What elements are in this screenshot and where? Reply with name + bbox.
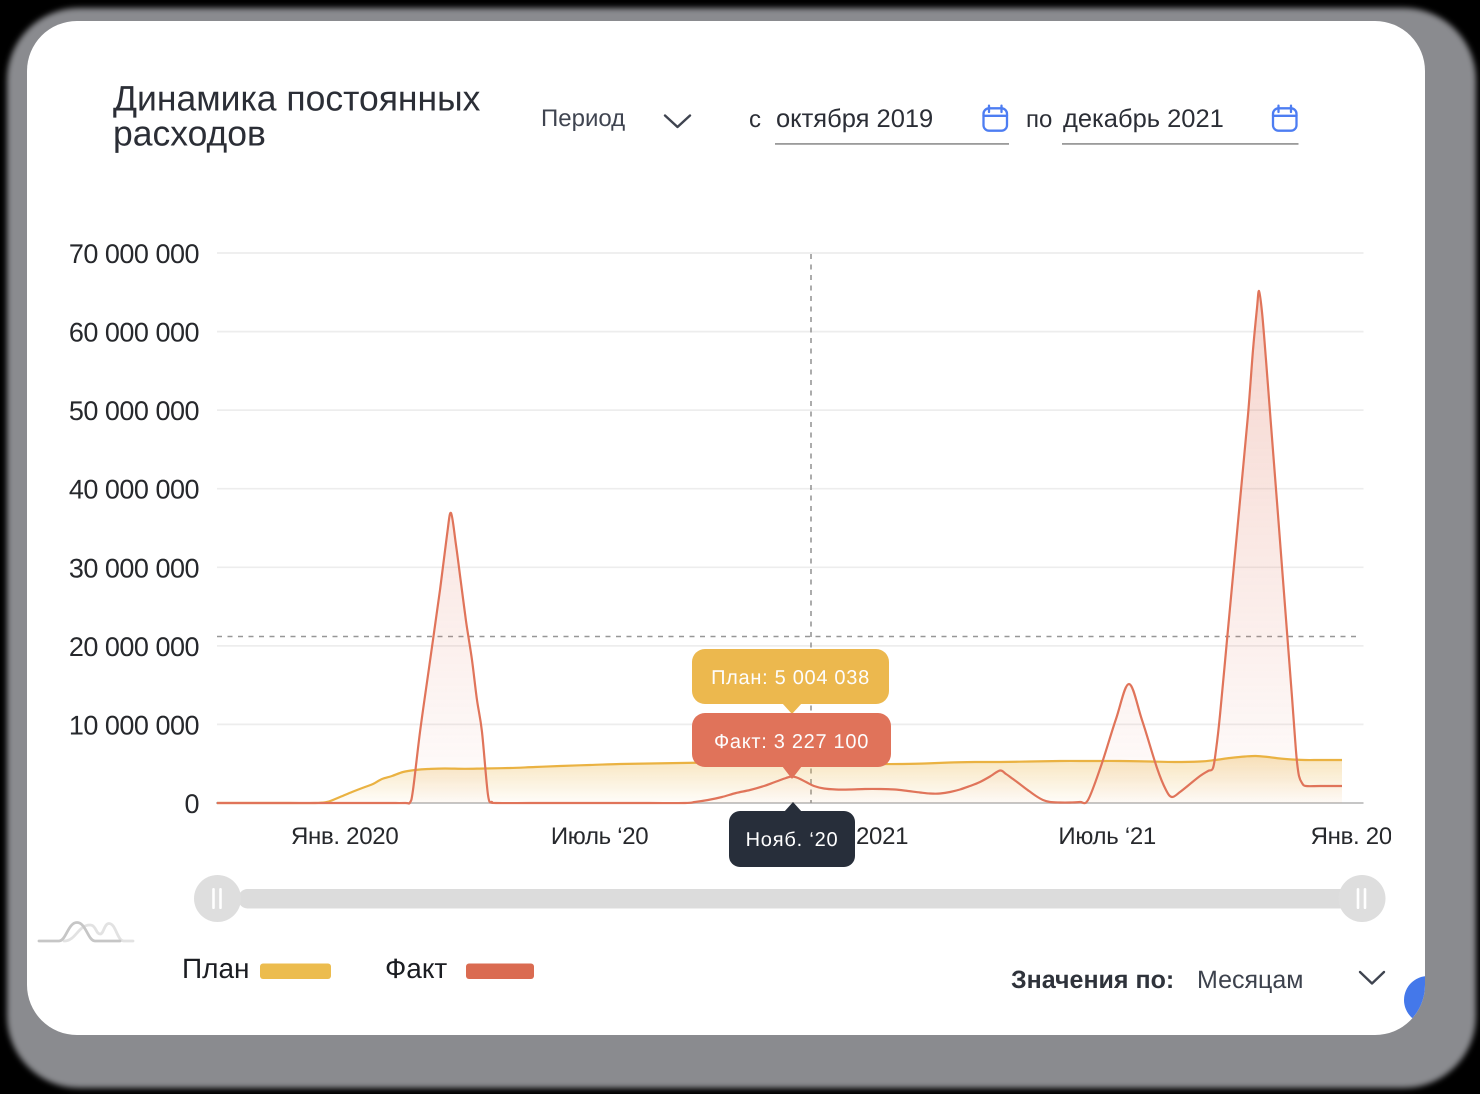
- svg-text:10 000 000: 10 000 000: [69, 710, 199, 740]
- svg-text:Динамика постоянных: Динамика постоянных: [113, 79, 481, 119]
- svg-text:Нояб. ‘20: Нояб. ‘20: [746, 829, 839, 851]
- svg-text:Янв. 2022: Янв. 2022: [1311, 823, 1418, 850]
- svg-text:Месяцам: Месяцам: [1197, 966, 1303, 994]
- svg-text:План: План: [182, 953, 250, 984]
- svg-text:60 000 000: 60 000 000: [69, 318, 199, 348]
- svg-text:октября 2019: октября 2019: [776, 105, 933, 133]
- svg-text:Факт: 3 227 100: Факт: 3 227 100: [714, 731, 869, 753]
- svg-text:расходов: расходов: [113, 114, 266, 154]
- svg-text:Период: Период: [541, 105, 625, 132]
- svg-text:декабрь 2021: декабрь 2021: [1063, 105, 1224, 133]
- svg-text:Значения по:: Значения по:: [1011, 966, 1174, 994]
- svg-text:по: по: [1026, 106, 1052, 133]
- svg-text:План: 5 004 038: План: 5 004 038: [711, 667, 870, 689]
- svg-text:Июль ‘20: Июль ‘20: [551, 823, 649, 850]
- svg-text:Факт: Факт: [385, 953, 447, 984]
- svg-text:Янв. 2020: Янв. 2020: [291, 823, 398, 850]
- svg-text:40 000 000: 40 000 000: [69, 475, 199, 505]
- svg-text:0: 0: [184, 789, 199, 819]
- svg-text:с: с: [749, 106, 761, 133]
- svg-text:50 000 000: 50 000 000: [69, 396, 199, 426]
- svg-text:20 000 000: 20 000 000: [69, 632, 199, 662]
- svg-text:30 000 000: 30 000 000: [69, 553, 199, 583]
- svg-text:70 000 000: 70 000 000: [69, 239, 199, 269]
- svg-text:Июль ‘21: Июль ‘21: [1058, 823, 1156, 850]
